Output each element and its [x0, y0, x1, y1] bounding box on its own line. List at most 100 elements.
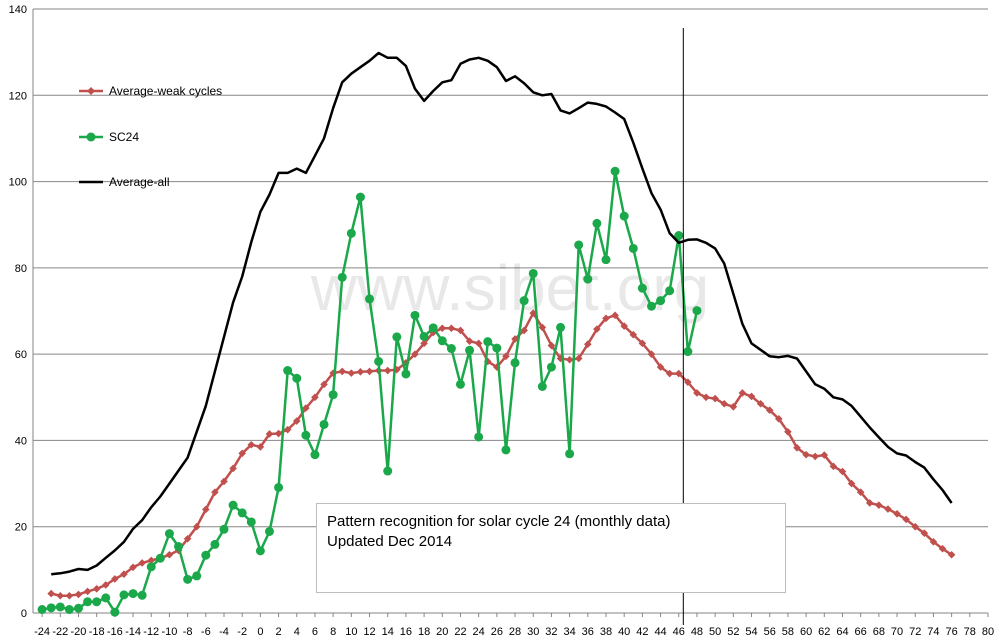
data-point: [510, 358, 520, 368]
x-tick-label: 16: [400, 626, 412, 638]
data-point: [119, 590, 129, 600]
data-point: [474, 432, 484, 442]
data-point: [137, 590, 147, 600]
data-point: [47, 589, 55, 598]
x-tick-label: -10: [161, 626, 177, 638]
data-point: [602, 314, 610, 323]
data-point: [483, 337, 493, 347]
data-point: [546, 362, 556, 372]
legend-label: SC24: [109, 130, 139, 144]
data-point: [129, 563, 137, 572]
data-point: [73, 603, 83, 613]
data-point: [838, 467, 847, 476]
data-point: [693, 389, 701, 397]
data-point: [784, 428, 792, 436]
data-point: [292, 417, 301, 425]
data-point: [429, 328, 437, 337]
data-point: [902, 515, 910, 524]
x-tick-label: 32: [545, 626, 557, 638]
data-point: [638, 339, 647, 348]
data-point: [492, 343, 502, 353]
data-point: [520, 326, 528, 335]
data-point: [729, 402, 738, 411]
data-point: [310, 450, 320, 460]
data-point: [665, 286, 675, 296]
x-tick-label: 74: [927, 626, 939, 638]
data-point: [56, 591, 65, 600]
data-point: [92, 597, 102, 607]
data-point: [238, 449, 246, 458]
data-point: [219, 524, 229, 534]
series-sc24: [37, 166, 702, 617]
data-point: [255, 546, 265, 556]
data-point: [147, 556, 156, 565]
data-point: [283, 366, 293, 376]
x-tick-label: 44: [654, 626, 666, 638]
data-point: [847, 479, 856, 488]
data-point: [537, 382, 547, 391]
y-tick-label: 100: [9, 177, 27, 189]
data-point: [547, 341, 556, 350]
data-point: [165, 550, 174, 559]
data-point: [338, 367, 347, 376]
x-tick-label: 18: [418, 626, 430, 638]
data-point: [829, 462, 838, 471]
x-tick-label: 50: [709, 626, 721, 638]
x-tick-label: 4: [294, 626, 300, 638]
x-tick-label: 24: [473, 626, 485, 638]
legend: Average-weak cycles SC24 Average-all: [79, 84, 222, 189]
x-tick-label: 38: [600, 626, 612, 638]
data-point: [92, 585, 101, 593]
data-point: [820, 451, 829, 459]
annotation-line: Updated Dec 2014: [327, 533, 453, 550]
x-tick-label: -14: [125, 626, 141, 638]
data-point: [311, 393, 319, 402]
data-point: [283, 425, 292, 434]
data-point: [202, 505, 210, 514]
data-point: [365, 294, 375, 304]
legend-marker: [87, 87, 95, 95]
x-tick-label: 54: [745, 626, 757, 638]
data-point: [246, 517, 256, 527]
series-average-all: [51, 51, 953, 576]
x-tick-label: 40: [618, 626, 630, 638]
data-point: [574, 354, 583, 363]
x-tick-label: -22: [52, 626, 68, 638]
data-point: [574, 240, 584, 250]
series-layer: [37, 51, 956, 617]
data-point: [374, 356, 384, 366]
x-tick-label: 28: [509, 626, 521, 638]
data-point: [593, 325, 601, 333]
x-tick-label: 8: [330, 626, 336, 638]
data-point: [565, 449, 575, 459]
data-point: [793, 443, 801, 452]
data-point: [446, 344, 456, 354]
data-point: [856, 488, 865, 496]
data-point: [674, 231, 684, 240]
data-point: [355, 192, 365, 202]
data-point: [365, 367, 374, 376]
data-point: [456, 326, 465, 335]
data-point: [64, 605, 74, 615]
x-tick-label: 0: [257, 626, 263, 638]
x-tick-label: 12: [363, 626, 375, 638]
data-point: [101, 593, 111, 603]
x-tick-label: -2: [237, 626, 247, 638]
data-point: [437, 336, 447, 346]
x-tick-label: 62: [818, 626, 830, 638]
data-point: [164, 529, 174, 539]
data-point: [711, 394, 719, 403]
data-point: [174, 542, 184, 552]
data-point: [775, 415, 783, 423]
data-point: [583, 274, 593, 284]
data-point: [501, 445, 511, 455]
data-point: [656, 363, 665, 371]
data-point: [337, 272, 347, 282]
data-point: [192, 522, 201, 531]
data-point: [438, 324, 447, 333]
data-point: [592, 218, 602, 228]
x-tick-label: -18: [89, 626, 105, 638]
data-point: [211, 488, 219, 496]
data-point: [947, 550, 956, 559]
data-point: [237, 508, 247, 518]
